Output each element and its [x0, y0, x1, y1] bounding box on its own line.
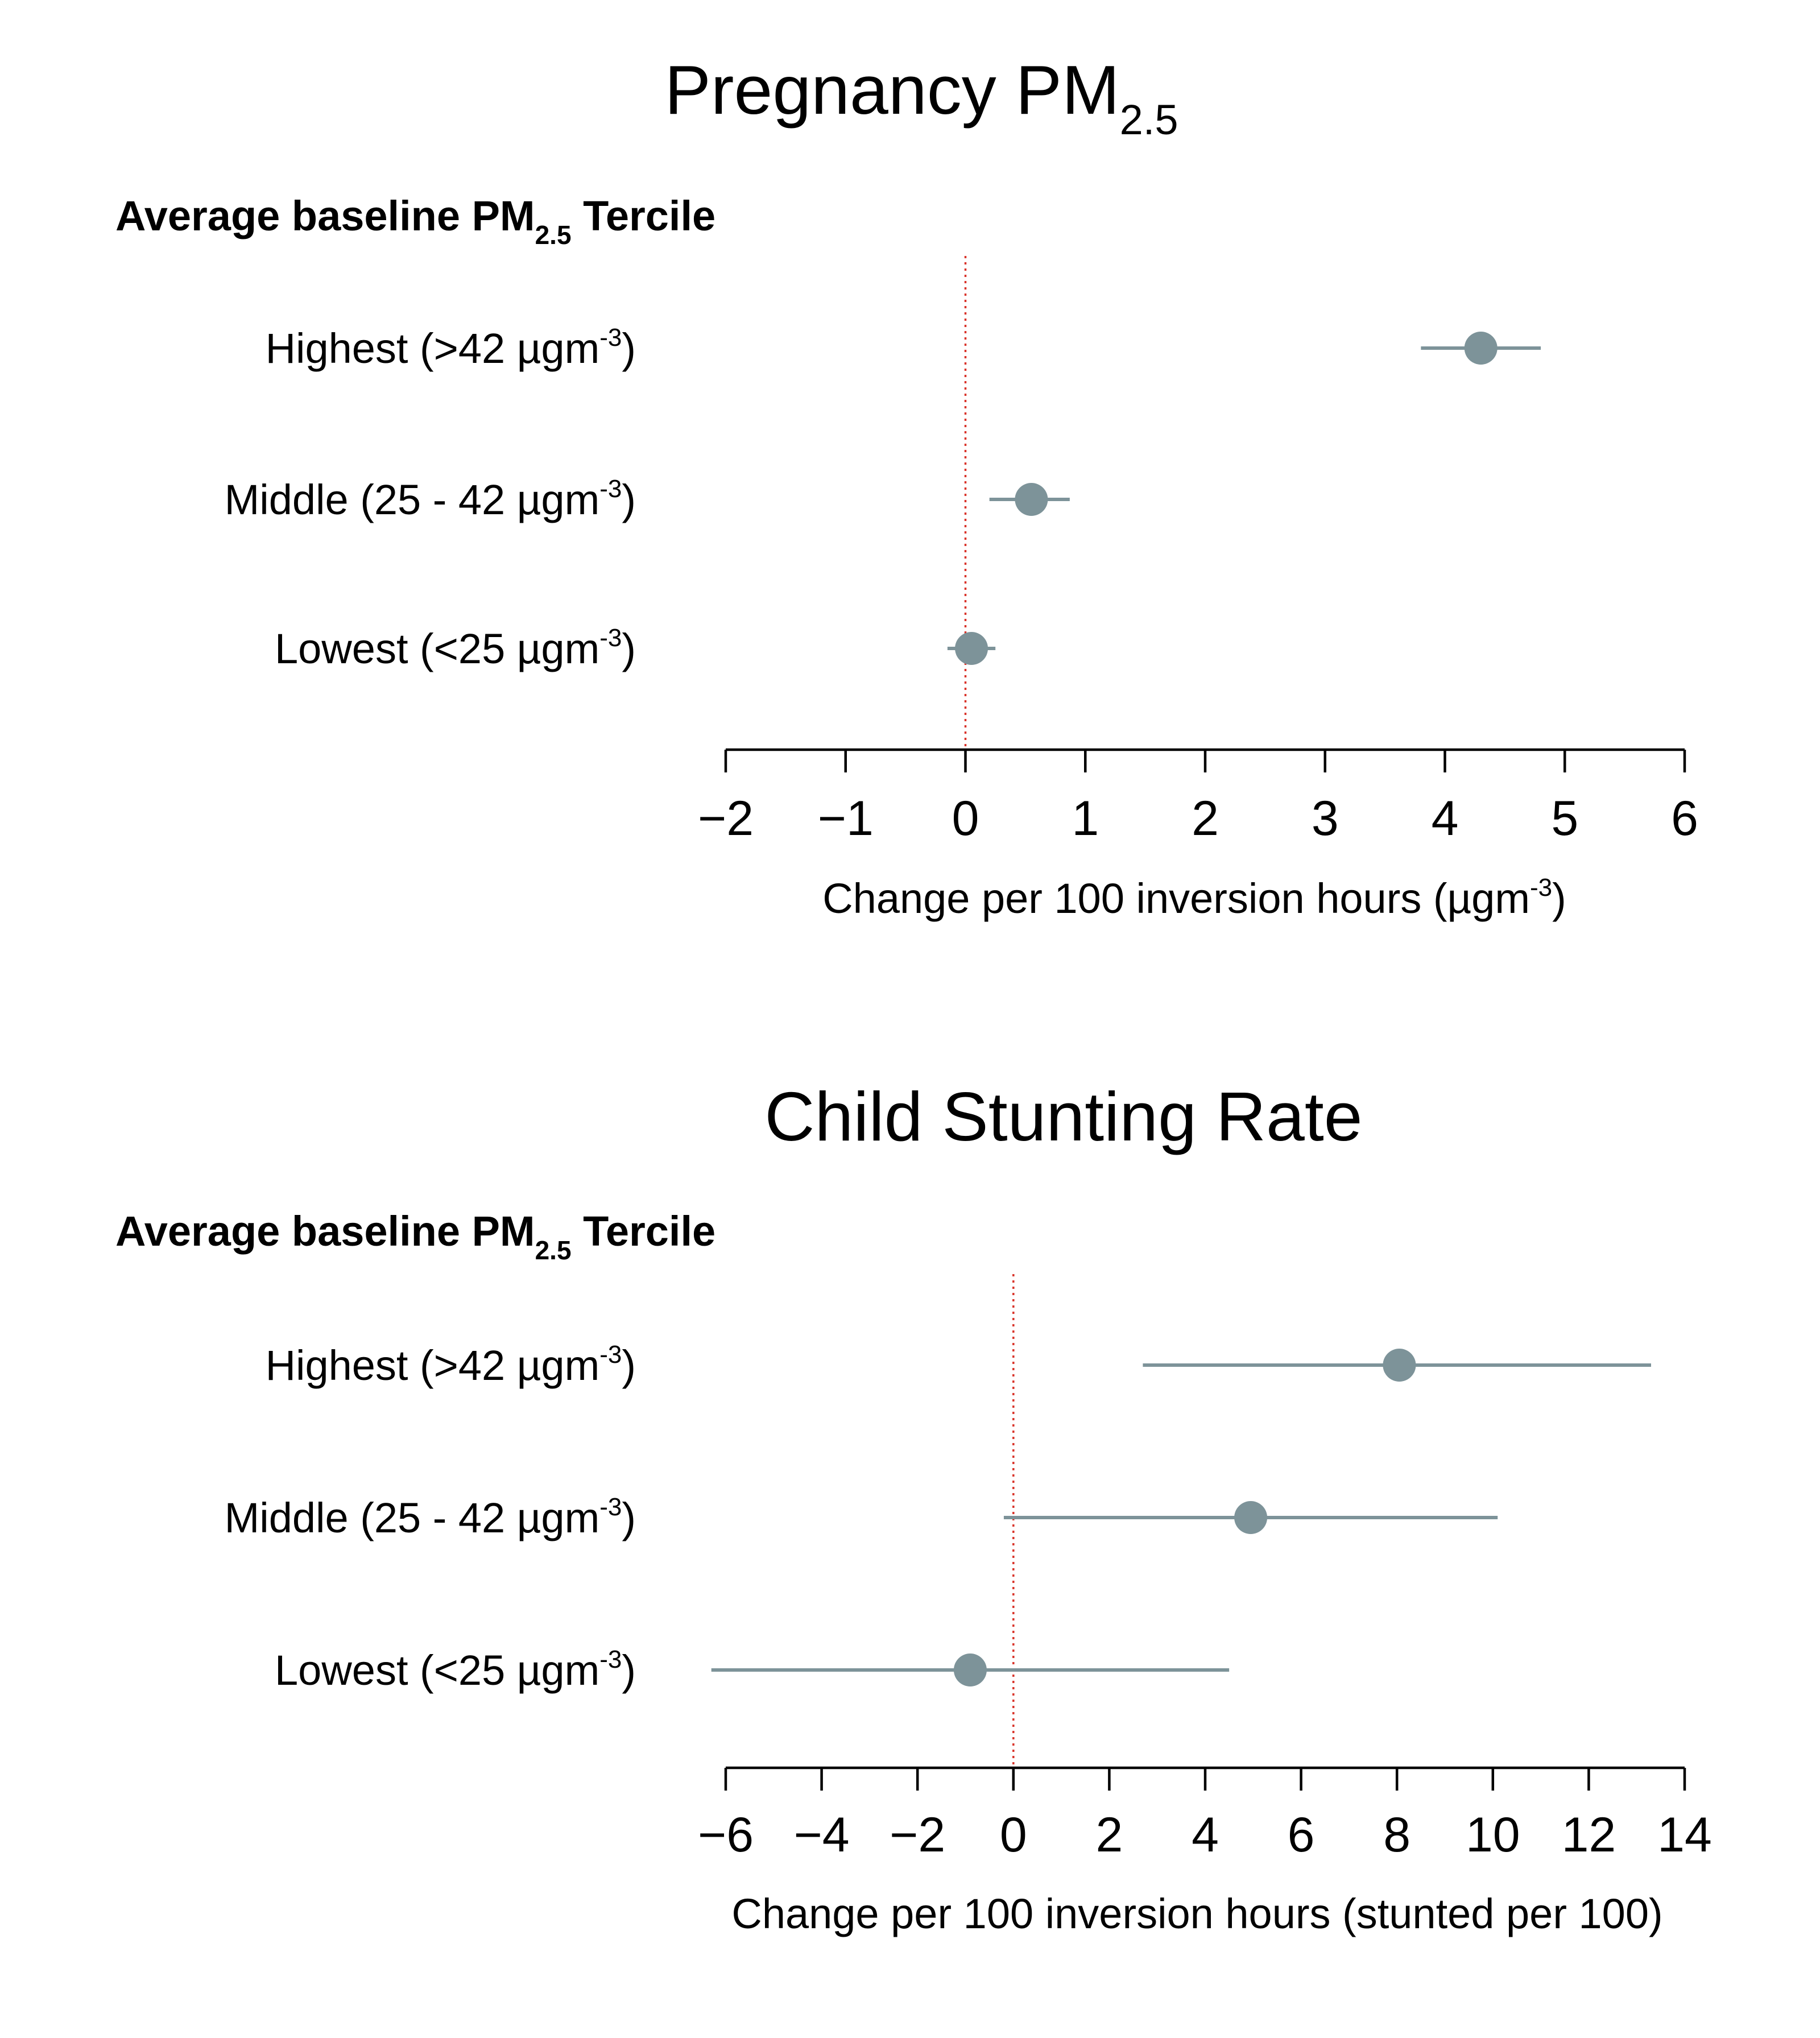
row-label: Highest (>42 µgm-3) [266, 324, 636, 372]
row-label-tail: ) [622, 1647, 636, 1694]
x-axis-title-main: Change per 100 inversion hours (stunted … [731, 1890, 1662, 1937]
x-tick-label: 6 [1288, 1808, 1315, 1862]
chart-title: Pregnancy PM2.5 [664, 51, 1178, 143]
group-header: Average baseline PM2.5 Tercile [115, 192, 715, 250]
x-tick-label: −2 [890, 1808, 945, 1862]
group-header: Average baseline PM2.5 Tercile [115, 1208, 715, 1265]
x-axis-title-superscript: -3 [1530, 874, 1552, 902]
row-label-tail: ) [622, 1342, 636, 1389]
group-header-tail: Tercile [572, 192, 716, 239]
point-estimate [1015, 483, 1048, 516]
group-header-tail: Tercile [572, 1208, 716, 1255]
row-label: Lowest (<25 µgm-3) [275, 624, 636, 672]
x-tick-label: 2 [1192, 791, 1219, 846]
child-stunting-panel: Child Stunting Rate Average baseline PM2.… [115, 1078, 1712, 1937]
x-tick-label: −4 [794, 1808, 850, 1862]
row-label-superscript: -3 [599, 624, 622, 652]
row-label-tail: ) [622, 625, 636, 672]
point-estimate [955, 632, 988, 665]
group-header-main: Average baseline PM [115, 1208, 535, 1255]
row-label-main: Middle (25 - 42 µgm [225, 476, 600, 523]
group-header-main: Average baseline PM [115, 192, 535, 239]
chart-title-main: Pregnancy PM [664, 51, 1119, 129]
x-tick-label: 2 [1095, 1808, 1123, 1862]
chart-title-subscript: 2.5 [1120, 96, 1178, 143]
group-header-subscript: 2.5 [535, 220, 572, 250]
row-label-tail: ) [622, 476, 636, 523]
x-tick-label: 5 [1551, 791, 1578, 846]
point-estimate [1234, 1501, 1268, 1534]
x-tick-label: 12 [1562, 1808, 1616, 1862]
x-tick-label: 3 [1312, 791, 1339, 846]
row-label: Lowest (<25 µgm-3) [275, 1646, 636, 1694]
point-estimate [1383, 1349, 1416, 1382]
group-header-subscript: 2.5 [535, 1235, 572, 1265]
row-label-superscript: -3 [599, 1341, 622, 1369]
x-tick-label: 14 [1657, 1808, 1712, 1862]
x-axis-title-tail: ) [1552, 875, 1566, 922]
x-tick-label: −6 [698, 1808, 754, 1862]
row-label-main: Lowest (<25 µgm [275, 625, 599, 672]
x-tick-label: −2 [698, 791, 754, 846]
row-label-main: Highest (>42 µgm [266, 1342, 600, 1389]
row-label-tail: ) [622, 325, 636, 372]
x-axis-title: Change per 100 inversion hours (stunted … [731, 1890, 1662, 1937]
point-estimate [1464, 332, 1498, 365]
row-label-main: Highest (>42 µgm [266, 325, 600, 372]
row-label-tail: ) [622, 1494, 636, 1541]
row-label-superscript: -3 [599, 475, 622, 503]
x-tick-label: 4 [1432, 791, 1459, 846]
row-label-main: Lowest (<25 µgm [275, 1647, 599, 1694]
chart-title-main: Child Stunting Rate [764, 1078, 1362, 1155]
x-tick-label: 0 [952, 791, 979, 846]
x-tick-label: −1 [818, 791, 874, 846]
row-label: Middle (25 - 42 µgm-3) [225, 475, 636, 523]
chart-title: Child Stunting Rate [764, 1078, 1362, 1155]
x-tick-label: 1 [1072, 791, 1099, 846]
x-tick-label: 8 [1383, 1808, 1410, 1862]
x-tick-label: 6 [1671, 791, 1698, 846]
row-label: Highest (>42 µgm-3) [266, 1341, 636, 1389]
point-estimate [953, 1653, 987, 1686]
row-label-superscript: -3 [599, 1646, 622, 1673]
x-axis-title: Change per 100 inversion hours (µgm-3) [822, 874, 1566, 922]
x-tick-label: 0 [1000, 1808, 1027, 1862]
row-label-superscript: -3 [599, 324, 622, 352]
row-label: Middle (25 - 42 µgm-3) [225, 1493, 636, 1541]
x-tick-label: 10 [1466, 1808, 1520, 1862]
row-label-superscript: -3 [599, 1493, 622, 1521]
x-axis-title-main: Change per 100 inversion hours (µgm [822, 875, 1530, 922]
x-tick-label: 4 [1192, 1808, 1219, 1862]
row-label-main: Middle (25 - 42 µgm [225, 1494, 600, 1541]
